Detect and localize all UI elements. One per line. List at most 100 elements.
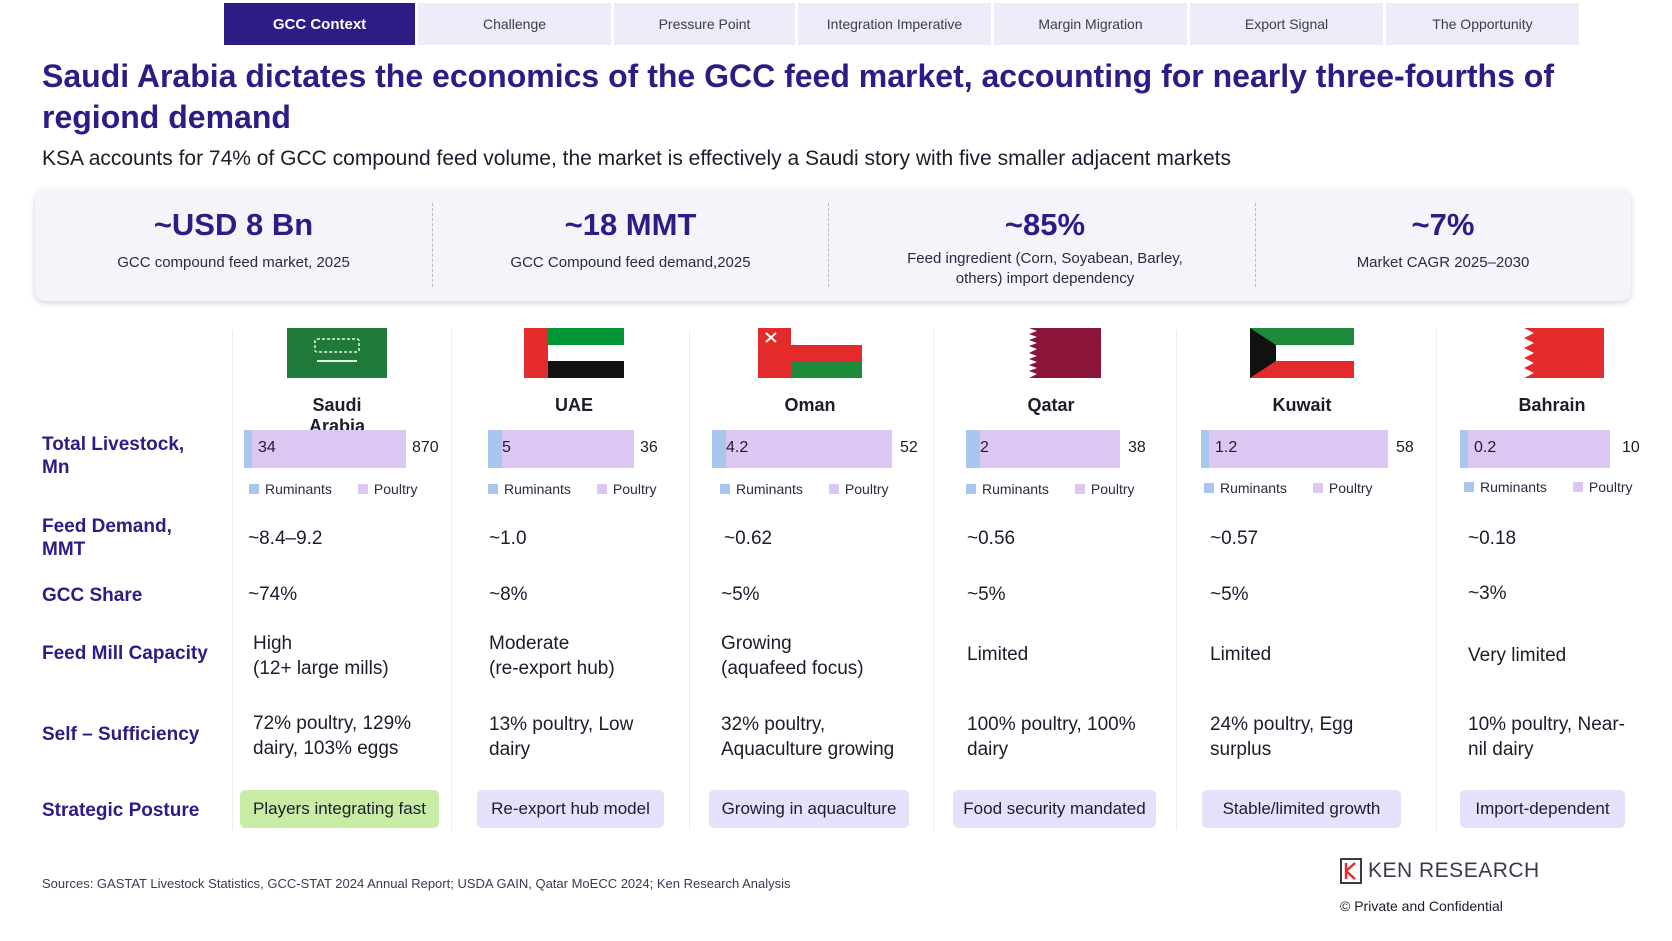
column-divider <box>933 330 934 830</box>
gcc-share-saudi: ~74% <box>248 584 298 605</box>
livestock-bar-uae: 5 36 <box>488 430 658 468</box>
total-value: 870 <box>412 439 439 456</box>
gcc-share-oman: ~5% <box>721 584 760 605</box>
kuwait-flag-icon <box>1250 328 1354 378</box>
legend-ruminants: Ruminants <box>1220 480 1287 496</box>
legend-ruminants: Ruminants <box>265 481 332 497</box>
country-header-qatar: Qatar <box>1001 328 1101 416</box>
total-value: 36 <box>640 439 658 456</box>
tab-export-signal[interactable]: Export Signal <box>1190 3 1383 45</box>
livestock-bar-qatar: 2 38 <box>966 430 1146 468</box>
poultry-bar <box>712 430 892 468</box>
kpi-divider <box>432 203 433 287</box>
row-label-posture: Strategic Posture <box>42 800 200 821</box>
posture-pill-qatar: Food security mandated <box>953 790 1156 828</box>
legend-poultry: Poultry <box>373 481 418 497</box>
self-sufficiency-bahrain: 10% poultry, Near-nil dairy <box>1468 714 1625 760</box>
ruminants-swatch <box>1464 482 1474 492</box>
qatar-flag-icon <box>1001 328 1101 378</box>
legend-poultry: Poultry <box>844 481 889 497</box>
page-subtitle: KSA accounts for 74% of GCC compound fee… <box>42 147 1231 170</box>
country-header-uae: UAE <box>524 328 624 416</box>
poultry-swatch <box>1572 482 1583 492</box>
poultry-swatch <box>1312 483 1323 493</box>
tab-integration-imperative[interactable]: Integration Imperative <box>798 3 991 45</box>
poultry-swatch <box>828 484 839 494</box>
ruminants-value: 5 <box>502 439 511 456</box>
ruminants-value: 2 <box>980 439 989 456</box>
kpi-value: ~18 MMT <box>564 207 697 242</box>
tab-bar: GCC Context Challenge Pressure Point Int… <box>224 3 1579 45</box>
ruminants-bar <box>488 430 502 468</box>
legend-ruminants: Ruminants <box>1480 479 1547 495</box>
bar-legend: Ruminants Poultry <box>488 481 657 497</box>
kpi-feed-demand: ~18 MMT GCC Compound feed demand,2025 <box>432 189 829 301</box>
ruminants-value: 4.2 <box>726 439 749 456</box>
row-label-self-sufficiency: Self – Sufficiency <box>42 724 200 745</box>
poultry-bar <box>1460 430 1610 468</box>
feed-demand-kuwait: ~0.57 <box>1210 528 1259 549</box>
feed-demand-bahrain: ~0.18 <box>1468 528 1517 549</box>
total-value: 10 <box>1622 439 1640 456</box>
total-value: 38 <box>1128 439 1146 456</box>
tab-the-opportunity[interactable]: The Opportunity <box>1386 3 1579 45</box>
country-name: Kuwait <box>1272 395 1332 415</box>
self-sufficiency-kuwait: 24% poultry, Egg surplus <box>1210 714 1354 760</box>
ken-logo-icon <box>1340 858 1362 884</box>
bahrain-flag-icon <box>1500 328 1604 378</box>
livestock-bar-saudi: 34 870 <box>244 430 439 468</box>
bar-legend: Ruminants Poultry <box>720 481 889 497</box>
tab-challenge[interactable]: Challenge <box>418 3 611 45</box>
tab-pressure-point[interactable]: Pressure Point <box>614 3 795 45</box>
kpi-value: ~7% <box>1411 207 1475 242</box>
ruminants-swatch <box>966 484 976 494</box>
legend-poultry: Poultry <box>1328 480 1373 496</box>
legend-poultry: Poultry <box>1090 481 1135 497</box>
poultry-swatch <box>357 484 368 494</box>
kpi-label: GCC compound feed market, 2025 <box>117 254 350 271</box>
kpi-value: ~USD 8 Bn <box>153 207 314 242</box>
confidential-note: © Private and Confidential <box>1340 898 1503 914</box>
self-sufficiency-saudi: 72% poultry, 129% dairy, 103% eggs <box>253 713 412 759</box>
total-value: 52 <box>900 439 918 456</box>
sources-note: Sources: GASTAT Livestock Statistics, GC… <box>42 876 791 891</box>
capacity-kuwait: Limited <box>1210 644 1272 665</box>
country-name: Bahrain <box>1518 395 1586 415</box>
livestock-bar-kuwait: 1.2 58 <box>1201 430 1414 468</box>
saudi-flag-icon <box>287 328 387 378</box>
kpi-import-dependency: ~85% Feed ingredient (Corn, Soyabean, Ba… <box>845 189 1245 301</box>
posture-pill-saudi: Players integrating fast <box>240 790 439 828</box>
ruminants-swatch <box>720 484 730 494</box>
poultry-bar <box>966 430 1120 468</box>
livestock-bar-bahrain: 0.2 10 <box>1460 430 1640 468</box>
tab-gcc-context[interactable]: GCC Context <box>224 3 415 45</box>
ruminants-bar <box>244 430 252 468</box>
capacity-oman: Growing (aquafeed focus) <box>721 633 864 679</box>
kpi-label: Market CAGR 2025–2030 <box>1356 254 1530 271</box>
kpi-label: GCC Compound feed demand,2025 <box>510 254 751 271</box>
legend-ruminants: Ruminants <box>504 481 571 497</box>
poultry-bar <box>244 430 406 468</box>
legend-ruminants: Ruminants <box>736 481 803 497</box>
ruminants-value: 0.2 <box>1474 439 1497 456</box>
capacity-uae: Moderate (re-export hub) <box>489 633 615 679</box>
capacity-bahrain: Very limited <box>1468 645 1567 666</box>
country-header-kuwait: Kuwait <box>1250 328 1354 416</box>
ruminants-swatch <box>488 484 498 494</box>
country-name: Qatar <box>1027 395 1075 415</box>
bar-legend: Ruminants Poultry <box>966 481 1135 497</box>
country-name: Oman <box>784 395 836 415</box>
gcc-share-qatar: ~5% <box>967 584 1006 605</box>
gcc-share-uae: ~8% <box>489 584 528 605</box>
ken-research-logo: KEN RESEARCH <box>1340 858 1540 884</box>
kpi-divider <box>828 203 829 287</box>
ruminants-bar <box>712 430 726 468</box>
tab-margin-migration[interactable]: Margin Migration <box>994 3 1187 45</box>
feed-demand-qatar: ~0.56 <box>967 528 1016 549</box>
bar-legend: Ruminants Poultry <box>1464 479 1633 495</box>
ruminants-bar <box>1201 430 1209 468</box>
kpi-market-size: ~USD 8 Bn GCC compound feed market, 2025 <box>35 189 432 301</box>
column-divider <box>451 330 452 830</box>
row-label-feed-demand: Feed Demand, MMT <box>42 516 172 560</box>
gcc-share-kuwait: ~5% <box>1210 584 1249 605</box>
